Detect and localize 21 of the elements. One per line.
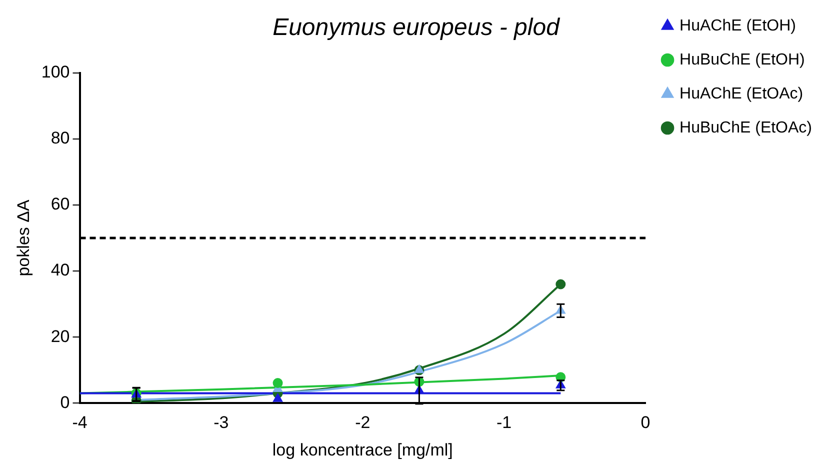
- x-tick-label: -3: [214, 413, 229, 432]
- y-tick-label: 80: [50, 128, 70, 148]
- y-tick-label: 0: [60, 392, 70, 412]
- legend-label: HuBuChE (EtOH): [680, 51, 805, 68]
- x-tick-label: -2: [355, 413, 370, 432]
- y-tick-label: 40: [50, 260, 70, 280]
- point: [556, 279, 566, 290]
- point: [272, 378, 283, 388]
- y-axis-title: pokles ΔA: [14, 199, 33, 276]
- legend-label: HuAChE (EtOAc): [680, 85, 804, 102]
- legend-label: HuAChE (EtOH): [680, 17, 796, 34]
- y-tick-label: 100: [41, 62, 70, 82]
- x-tick-label: -4: [72, 413, 88, 432]
- x-tick-label: -1: [496, 413, 512, 432]
- x-tick-label: 0: [640, 413, 650, 432]
- chart-title: Euonymus europeus - plod: [272, 14, 560, 42]
- y-tick-label: 20: [50, 326, 70, 346]
- point: [273, 394, 282, 402]
- legend-label: HuBuChE (EtOAc): [680, 119, 812, 136]
- y-tick-label: 60: [50, 194, 70, 214]
- x-axis-title: log koncentrace [mg/ml]: [272, 440, 453, 460]
